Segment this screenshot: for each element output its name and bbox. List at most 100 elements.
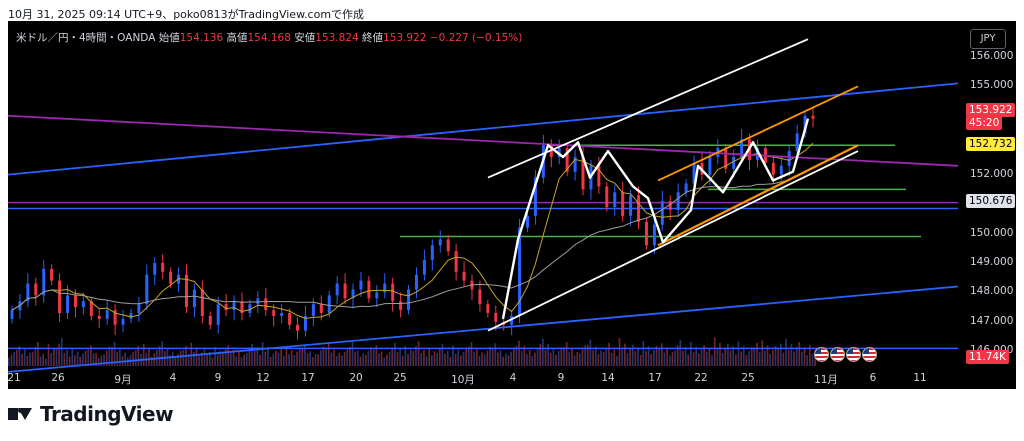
volume-bar xyxy=(507,355,510,366)
volume-bar xyxy=(634,351,637,366)
candle-body xyxy=(375,292,379,299)
blue-trendline-lower xyxy=(8,285,959,373)
volume-bar xyxy=(219,350,222,366)
volume-bar xyxy=(494,343,497,366)
candle-body xyxy=(58,280,62,314)
volume-bar xyxy=(793,351,795,366)
candle-body xyxy=(518,227,522,316)
date-axis-label: 4 xyxy=(169,372,177,384)
volume-bar xyxy=(23,349,26,366)
volume-bar xyxy=(182,350,185,366)
price-axis-label: 147.000 xyxy=(970,314,1014,327)
us-flag-icon[interactable] xyxy=(862,347,877,362)
candle-body xyxy=(692,162,696,184)
volume-bar xyxy=(378,353,380,366)
candle-body xyxy=(232,301,236,311)
volume-bar xyxy=(433,351,436,366)
volume-bar xyxy=(364,354,367,366)
date-axis-label: 25 xyxy=(393,372,407,384)
volume-bar xyxy=(592,350,594,366)
volume-bar xyxy=(193,352,195,366)
volume-bar xyxy=(100,355,103,366)
volume-bar xyxy=(325,348,327,366)
volume-bar xyxy=(745,354,748,366)
volume-bar xyxy=(214,346,216,366)
date-axis-label: 9 xyxy=(557,372,565,384)
volume-bar xyxy=(753,347,756,366)
candle-body xyxy=(510,315,514,325)
volume-bar xyxy=(47,344,50,366)
volume-bar xyxy=(243,354,245,366)
volume-bar xyxy=(698,353,700,366)
volume-bar xyxy=(616,356,618,366)
volume-bar xyxy=(465,348,468,366)
volume-bar xyxy=(267,346,269,366)
volume-bar xyxy=(446,350,449,366)
volume-bar xyxy=(483,354,486,366)
chart-area[interactable]: 米ドル／円・4時間・OANDA 始値154.136 高値154.168 安値15… xyxy=(8,21,1016,389)
volume-bar xyxy=(671,351,674,366)
brand-name: TradingView xyxy=(40,402,174,426)
candle-body xyxy=(153,262,157,275)
volume-bar xyxy=(272,353,275,366)
currency-button[interactable]: JPY xyxy=(970,29,1006,49)
volume-bar xyxy=(470,342,473,366)
us-flag-icon[interactable] xyxy=(830,347,845,362)
volume-bar xyxy=(346,348,349,366)
price-axis-label: 148.000 xyxy=(970,285,1014,298)
candle-body xyxy=(565,148,569,172)
volume-bar xyxy=(668,355,671,366)
ma-short-line xyxy=(11,142,814,319)
volume-bar xyxy=(312,357,314,366)
volume-bar xyxy=(684,346,687,366)
candle-body xyxy=(359,280,363,290)
us-flag-icon[interactable] xyxy=(814,347,829,362)
date-axis-label: 22 xyxy=(694,372,708,384)
volume-bar xyxy=(729,350,732,366)
date-axis-label: 25 xyxy=(741,372,755,384)
volume-bar xyxy=(375,345,378,366)
volume-bar xyxy=(444,353,446,366)
volume-bar xyxy=(119,349,121,366)
volume-bar xyxy=(528,350,531,366)
countdown-badge: 45:20 xyxy=(966,116,1003,130)
volume-bar xyxy=(790,344,793,366)
close-label: 終値 xyxy=(362,32,384,44)
volume-bar xyxy=(629,349,631,366)
wave-count-line xyxy=(501,118,810,320)
volume-bar xyxy=(756,342,758,366)
volume-bar xyxy=(785,338,787,366)
volume-bar xyxy=(222,353,224,366)
us-flag-icon[interactable] xyxy=(846,347,861,362)
volume-bar xyxy=(758,352,761,366)
candle-body xyxy=(430,245,434,261)
volume-bar xyxy=(8,357,10,366)
footer-logo[interactable]: TradingView xyxy=(8,402,174,426)
volume-bar xyxy=(605,347,608,366)
volume-bar xyxy=(565,342,568,366)
volume-bar xyxy=(520,350,523,366)
volume-bar xyxy=(510,351,512,366)
volume-bar xyxy=(74,355,76,366)
volume-bar xyxy=(457,349,460,366)
volume-bar xyxy=(401,355,404,366)
volume-bar xyxy=(658,347,660,366)
volume-bar xyxy=(491,347,494,366)
volume-bar xyxy=(280,349,282,366)
volume-bar xyxy=(555,354,557,366)
volume-bar xyxy=(552,348,555,366)
candle-body xyxy=(637,195,641,222)
volume-bar xyxy=(29,352,31,366)
change-value: −0.227 (−0.15%) xyxy=(429,32,523,44)
volume-bar xyxy=(142,344,145,366)
volume-bar xyxy=(298,348,301,366)
symbol-label: 米ドル／円・4時間・OANDA xyxy=(16,32,156,44)
candle-body xyxy=(303,315,307,331)
volume-bar xyxy=(573,355,576,366)
volume-bar xyxy=(179,350,182,366)
date-axis-label: 20 xyxy=(349,372,363,384)
candle-body xyxy=(81,301,85,308)
volume-bar xyxy=(201,352,203,366)
price-axis-label: 156.000 xyxy=(970,49,1014,62)
volume-bar xyxy=(412,351,415,366)
